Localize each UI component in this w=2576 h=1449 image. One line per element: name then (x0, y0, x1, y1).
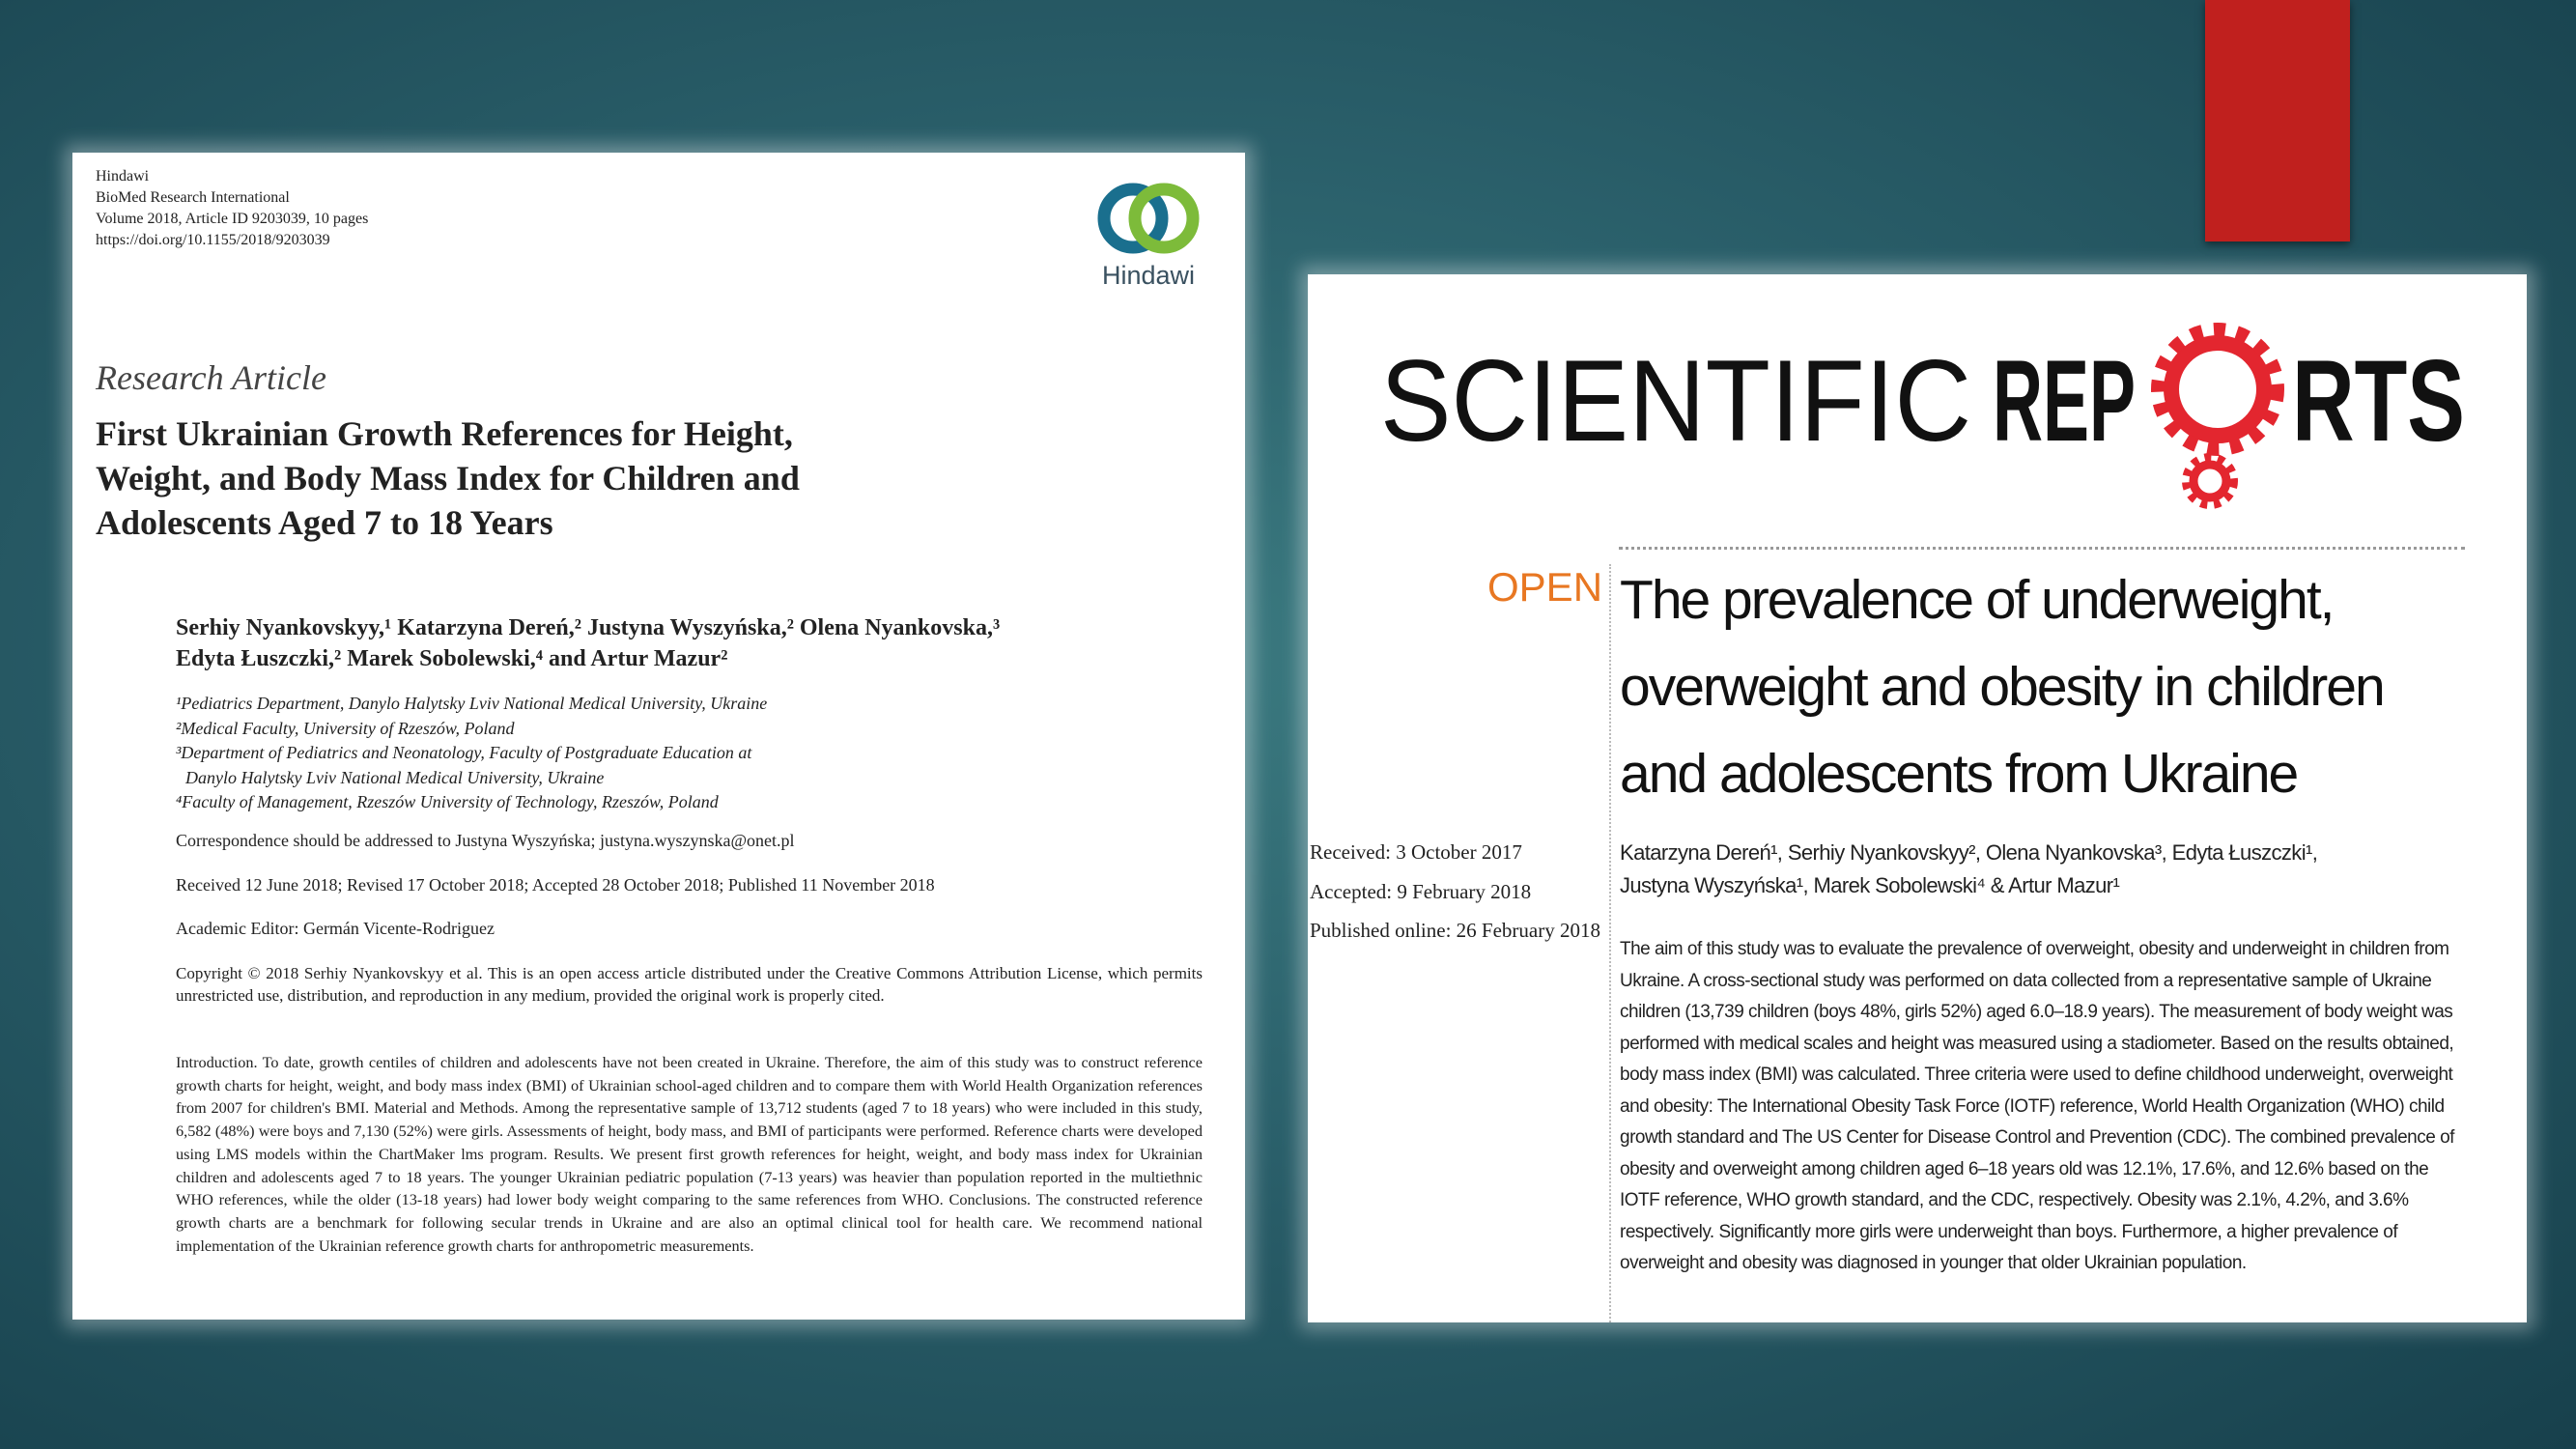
title-line: First Ukrainian Growth References for He… (96, 414, 793, 453)
article-title: First Ukrainian Growth References for He… (96, 412, 800, 545)
left-article: Hindawi BioMed Research International Vo… (72, 153, 1245, 1320)
affiliations: ¹Pediatrics Department, Danylo Halytsky … (176, 692, 767, 815)
abstract: Introduction. To date, growth centiles o… (176, 1053, 1203, 1255)
title-line: Weight, and Body Mass Index for Children… (96, 459, 800, 497)
article-type: Research Article (96, 358, 326, 397)
dotted-rule-vertical (1609, 564, 1611, 1322)
logo-gear-teeth (2151, 323, 2284, 456)
title-line: and adolescents from Ukraine (1620, 743, 2299, 805)
header-line: Hindawi (96, 168, 150, 185)
dates: Received 12 June 2018; Revised 17 Octobe… (176, 875, 935, 895)
authors: Katarzyna Dereń¹, Serhiy Nyankovskyy², O… (1620, 837, 2318, 902)
dates: Received: 3 October 2017 Accepted: 9 Feb… (1310, 833, 1600, 951)
abstract: The aim of this study was to evaluate th… (1620, 939, 2454, 1273)
affiliation: Danylo Halytsky Lviv National Medical Un… (185, 767, 605, 787)
article-title: The prevalence of underweight, overweigh… (1620, 556, 2386, 817)
red-accent (2205, 0, 2350, 242)
logo-gear-small-teeth (2182, 453, 2238, 509)
affiliation: ¹Pediatrics Department, Danylo Halytsky … (176, 694, 768, 713)
author-line: Justyna Wyszyńska¹, Marek Sobolewski⁴ & … (1620, 873, 2120, 897)
authors: Serhiy Nyankovskyy,¹ Katarzyna Dereń,² J… (176, 612, 1000, 674)
editor: Academic Editor: Germán Vicente-Rodrigue… (176, 919, 495, 938)
author-line: Edyta Łuszczki,² Marek Sobolewski,⁴ and … (176, 646, 728, 671)
date-line: Published online: 26 February 2018 (1310, 919, 1600, 942)
header-line: https://doi.org/10.1155/2018/9203039 (96, 232, 330, 248)
logo-ring (1128, 183, 1200, 254)
copyright: Copyright © 2018 Serhiy Nyankovskyy et a… (176, 964, 1203, 1005)
hindawi-logo: Hindawi (1097, 183, 1200, 290)
open-label: OPEN (1487, 564, 1603, 610)
author-line: Katarzyna Dereń¹, Serhiy Nyankovskyy², O… (1620, 840, 2318, 865)
logo-gear-small (2189, 460, 2231, 502)
logo-text: SCIENTIFIC (1380, 336, 1971, 466)
affiliation: ³Department of Pediatrics and Neonatolog… (176, 743, 752, 762)
scientific-reports-logo: SCIENTIFIC REP RTS (1380, 323, 2465, 509)
affiliation: ²Medical Faculty, University of Rzeszów,… (176, 718, 515, 738)
author-line: Serhiy Nyankovskyy,¹ Katarzyna Dereń,² J… (176, 615, 1001, 640)
right-article: SCIENTIFIC REP RTS OPEN The prevalence o… (1308, 274, 2527, 1322)
logo-gear (2164, 335, 2272, 443)
title-line: The prevalence of underweight, (1620, 569, 2335, 631)
title-line: overweight and obesity in children (1620, 656, 2386, 718)
correspondence: Correspondence should be addressed to Ju… (176, 831, 795, 850)
journal-header: Hindawi BioMed Research International Vo… (96, 166, 368, 251)
affiliation: ⁴Faculty of Management, Rzeszów Universi… (176, 792, 719, 811)
header-line: Volume 2018, Article ID 9203039, 10 page… (96, 211, 369, 227)
title-line: Adolescents Aged 7 to 18 Years (96, 503, 553, 542)
logo-text: REP (1993, 336, 2136, 466)
date-line: Received: 3 October 2017 (1310, 840, 1522, 864)
dotted-rule (1619, 547, 2465, 550)
logo-ring (1097, 183, 1169, 254)
header-line: BioMed Research International (96, 189, 290, 206)
logo-text: Hindawi (1102, 261, 1195, 290)
logo-text: RTS (2292, 336, 2465, 466)
date-line: Accepted: 9 February 2018 (1310, 879, 1532, 903)
